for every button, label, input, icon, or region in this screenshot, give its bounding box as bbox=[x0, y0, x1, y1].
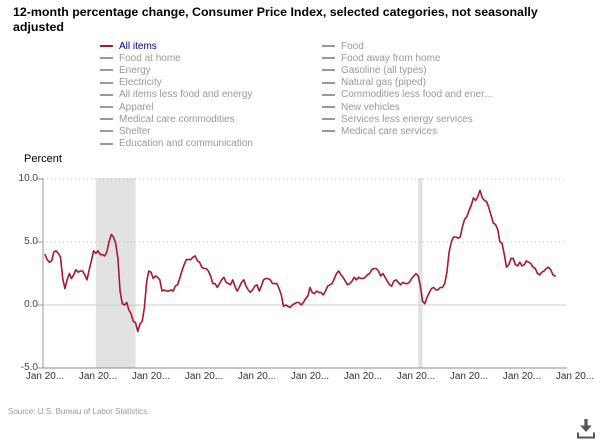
legend-item[interactable]: Shelter bbox=[100, 125, 253, 137]
legend-item[interactable]: Medical care services bbox=[322, 125, 492, 137]
legend-item-label: Shelter bbox=[119, 125, 151, 137]
x-axis-label: Jan 20... bbox=[25, 371, 65, 382]
x-axis-label: Jan 20... bbox=[131, 371, 171, 382]
legend-item[interactable]: Education and communication bbox=[100, 138, 253, 150]
y-axis-label: -5.0 bbox=[20, 362, 38, 373]
legend-line-swatch bbox=[100, 130, 113, 133]
legend-line-swatch bbox=[100, 142, 113, 145]
legend-line-swatch bbox=[322, 93, 335, 96]
legend-item[interactable]: Services less energy services bbox=[322, 113, 492, 125]
recession-band bbox=[95, 178, 136, 368]
legend-line-swatch bbox=[100, 45, 113, 48]
legend-item-label: Commodities less food and ener... bbox=[341, 89, 493, 101]
legend-item-label: Food at home bbox=[119, 52, 181, 64]
x-axis-label: Jan 20... bbox=[449, 371, 489, 382]
legend-line-swatch bbox=[322, 130, 335, 133]
x-axis-label: Jan 20... bbox=[184, 371, 224, 382]
legend-item[interactable]: Commodities less food and ener... bbox=[322, 89, 492, 101]
legend-item-label: Electricity bbox=[119, 77, 162, 89]
download-icon bbox=[577, 419, 595, 439]
legend-item-label: All items less food and energy bbox=[119, 89, 253, 101]
legend-column-1: All items Food at home Energy Electricity Al… bbox=[100, 40, 253, 150]
download-button[interactable] bbox=[574, 417, 598, 443]
legend-item[interactable]: Electricity bbox=[100, 77, 253, 89]
source-note: Source: U.S. Bureau of Labor Statistics. bbox=[8, 407, 150, 416]
legend-item-label: Food bbox=[341, 40, 364, 52]
y-axis-title: Percent bbox=[24, 153, 62, 165]
x-axis-label: Jan 20... bbox=[290, 371, 330, 382]
legend-item[interactable]: Natural gas (piped) bbox=[322, 77, 492, 89]
legend-line-swatch bbox=[100, 118, 113, 121]
legend-item[interactable]: Apparel bbox=[100, 101, 253, 113]
page-title: 12-month percentage change, Consumer Pri… bbox=[13, 5, 538, 34]
legend-item[interactable]: All items bbox=[100, 40, 253, 52]
x-axis-label: Jan 20... bbox=[396, 371, 436, 382]
legend-item-label: Food away from home bbox=[341, 52, 441, 64]
y-axis-label: 0.0 bbox=[24, 299, 38, 310]
y-axis-label: 5.0 bbox=[24, 236, 38, 247]
legend-item-label: All items bbox=[119, 40, 157, 52]
legend-item-label: Services less energy services bbox=[341, 113, 473, 125]
legend-line-swatch bbox=[322, 118, 335, 121]
legend-item[interactable]: Food away from home bbox=[322, 52, 492, 64]
legend-item-label: Energy bbox=[119, 64, 151, 76]
legend-item[interactable]: Gasoline (all types) bbox=[322, 64, 492, 76]
legend-line-swatch bbox=[100, 81, 113, 84]
legend-item-label: New vehicles bbox=[341, 101, 400, 113]
legend-item-label: Medical care services bbox=[341, 125, 438, 137]
legend-item-label: Gasoline (all types) bbox=[341, 64, 427, 76]
legend-line-swatch bbox=[100, 93, 113, 96]
legend-item[interactable]: New vehicles bbox=[322, 101, 492, 113]
legend-item[interactable]: Food bbox=[322, 40, 492, 52]
cpi-all-items-line bbox=[44, 189, 556, 333]
legend-line-swatch bbox=[322, 106, 335, 109]
legend-line-swatch bbox=[322, 57, 335, 60]
legend-item[interactable]: Food at home bbox=[100, 52, 253, 64]
legend-item-label: Education and communication bbox=[119, 138, 253, 150]
x-axis-label: Jan 20... bbox=[343, 371, 383, 382]
legend-line-swatch bbox=[100, 106, 113, 109]
x-axis-label: Jan 20... bbox=[78, 371, 118, 382]
legend-line-swatch bbox=[100, 69, 113, 72]
legend-item[interactable]: Energy bbox=[100, 64, 253, 76]
legend-line-swatch bbox=[322, 45, 335, 48]
legend-column-2: Food Food away from home Gasoline (all typ… bbox=[322, 40, 492, 138]
x-axis-label: Jan 20... bbox=[237, 371, 277, 382]
legend-item[interactable]: Medical care commodities bbox=[100, 113, 253, 125]
legend-item[interactable]: All items less food and energy bbox=[100, 89, 253, 101]
y-axis-label: 10.0 bbox=[18, 173, 38, 184]
recession-band bbox=[418, 178, 423, 368]
legend-line-swatch bbox=[100, 57, 113, 60]
x-axis-label: Jan 20... bbox=[502, 371, 542, 382]
legend-item-label: Medical care commodities bbox=[119, 113, 235, 125]
legend-item-label: Natural gas (piped) bbox=[341, 77, 427, 89]
legend-line-swatch bbox=[322, 69, 335, 72]
x-axis-label: Jan 20... bbox=[555, 371, 595, 382]
legend-item-label: Apparel bbox=[119, 101, 154, 113]
legend-line-swatch bbox=[322, 81, 335, 84]
